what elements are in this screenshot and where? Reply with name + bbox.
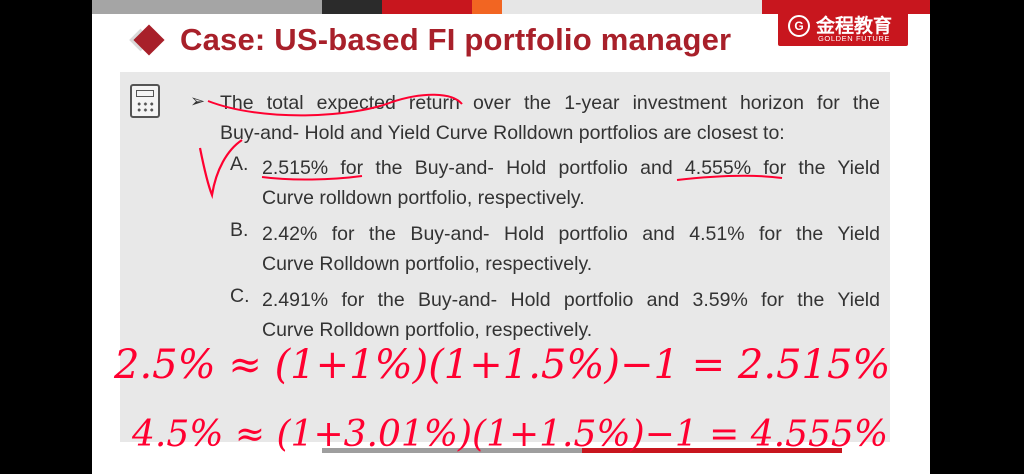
bottom-color-strip [322, 448, 842, 453]
calculator-keys [136, 101, 155, 113]
option-c-letter: C. [230, 285, 250, 307]
brand-logo: G 金程教育 GOLDEN FUTURE [778, 8, 908, 46]
underline-stroke [261, 175, 363, 181]
option-b-line-1: 2.42% for the Buy-and- Hold portfolio an… [262, 223, 880, 245]
option-c-line-1: 2.491% for the Buy-and- Hold portfolio a… [262, 289, 880, 311]
handwriting-annotations: 2.5% ≈ (1+1%)(1+1.5%)−1 = 2.515% 4.5% ≈ … [113, 93, 890, 455]
handwritten-calculation-2: 4.5% ≈ (1+3.01%)(1+1.5%)−1 = 4.555% [131, 414, 888, 455]
logo-emblem-icon: G [788, 15, 810, 37]
handwritten-calculation-1: 2.5% ≈ (1+1%)(1+1.5%)−1 = 2.515% [113, 342, 890, 388]
calculator-screen [136, 90, 154, 97]
strip-segment [502, 0, 762, 14]
option-a-letter: A. [230, 153, 249, 175]
slide: Case: US-based FI portfolio manager G 金程… [92, 0, 930, 474]
strip-segment [472, 0, 502, 14]
bullet-arrow-icon: ➢ [190, 91, 206, 111]
logo-english-text: GOLDEN FUTURE [818, 34, 890, 43]
underline-stroke [676, 174, 783, 181]
logo-chinese-text: 金程教育 [816, 15, 893, 37]
slide-title: Case: US-based FI portfolio manager [180, 22, 732, 57]
option-c-line-2: Curve Rolldown portfolio, respectively. [262, 319, 593, 341]
option-a-line-2: Curve rolldown portfolio, respectively. [262, 187, 585, 209]
strip-segment [92, 0, 322, 14]
question-line-1: The total expected return over the 1-yea… [220, 92, 880, 114]
check-mark-icon [198, 139, 243, 200]
underline-stroke [207, 93, 463, 117]
option-b-letter: B. [230, 219, 249, 241]
strip-segment [322, 448, 582, 453]
strip-segment [322, 0, 382, 14]
question-line-2: Buy-and- Hold and Yield Curve Rolldown p… [220, 122, 785, 144]
option-a-line-1: 2.515% for the Buy-and- Hold portfolio a… [262, 157, 880, 179]
question-panel [120, 72, 890, 442]
strip-segment [382, 0, 472, 14]
calculator-icon [130, 84, 160, 118]
strip-segment [582, 448, 842, 453]
option-b-line-2: Curve Rolldown portfolio, respectively. [262, 253, 593, 275]
